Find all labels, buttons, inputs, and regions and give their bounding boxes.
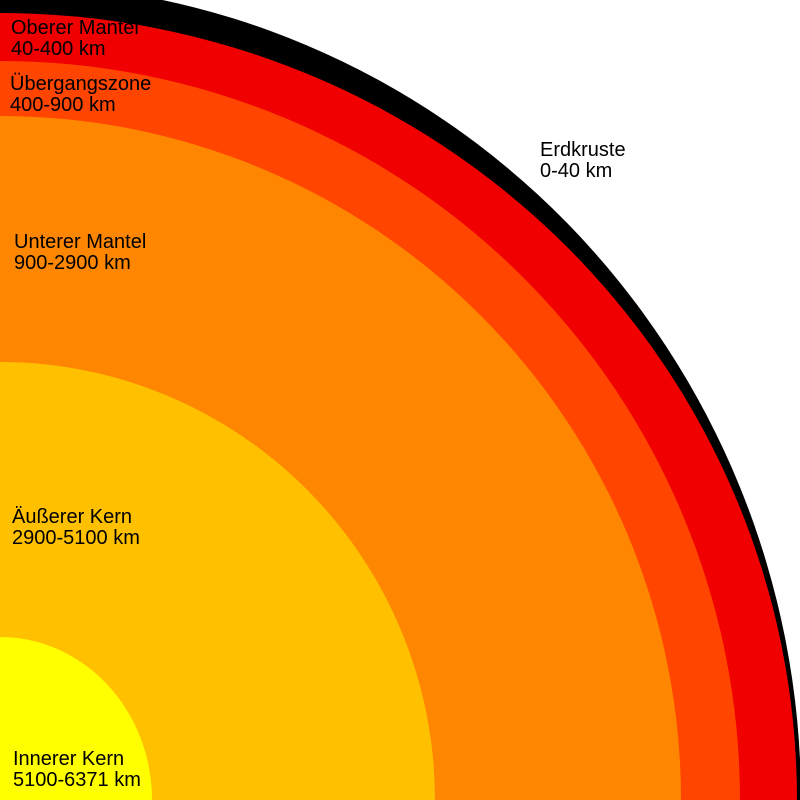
layer-name: Äußerer Kern: [12, 506, 133, 528]
layer-depth-range: 900-2900 km: [14, 252, 131, 274]
label-innerer-kern: Innerer Kern 5100-6371 km: [13, 749, 141, 791]
layer-name: Oberer Mantel: [11, 17, 139, 39]
inner-core-ring: [0, 637, 152, 800]
label-unterer-mantel: Unterer Mantel 900-2900 km: [14, 232, 146, 274]
layer-name: Übergangszone: [10, 73, 152, 95]
layer-name: Unterer Mantel: [14, 231, 147, 253]
layer-depth-range: 2900-5100 km: [12, 527, 140, 549]
layer-name: Erdkruste: [540, 139, 626, 161]
layer-depth-range: 400-900 km: [10, 94, 116, 116]
layer-depth-range: 5100-6371 km: [13, 769, 141, 791]
layer-name: Innerer Kern: [13, 748, 125, 770]
layer-depth-range: 40-400 km: [11, 38, 106, 60]
label-uebergangszone: Übergangszone 400-900 km: [10, 74, 151, 116]
label-aeusserer-kern: Äußerer Kern 2900-5100 km: [12, 507, 140, 549]
label-oberer-mantel: Oberer Mantel 40-400 km: [11, 18, 139, 60]
label-erdkruste: Erdkruste 0-40 km: [540, 140, 626, 182]
layer-depth-range: 0-40 km: [540, 160, 613, 182]
